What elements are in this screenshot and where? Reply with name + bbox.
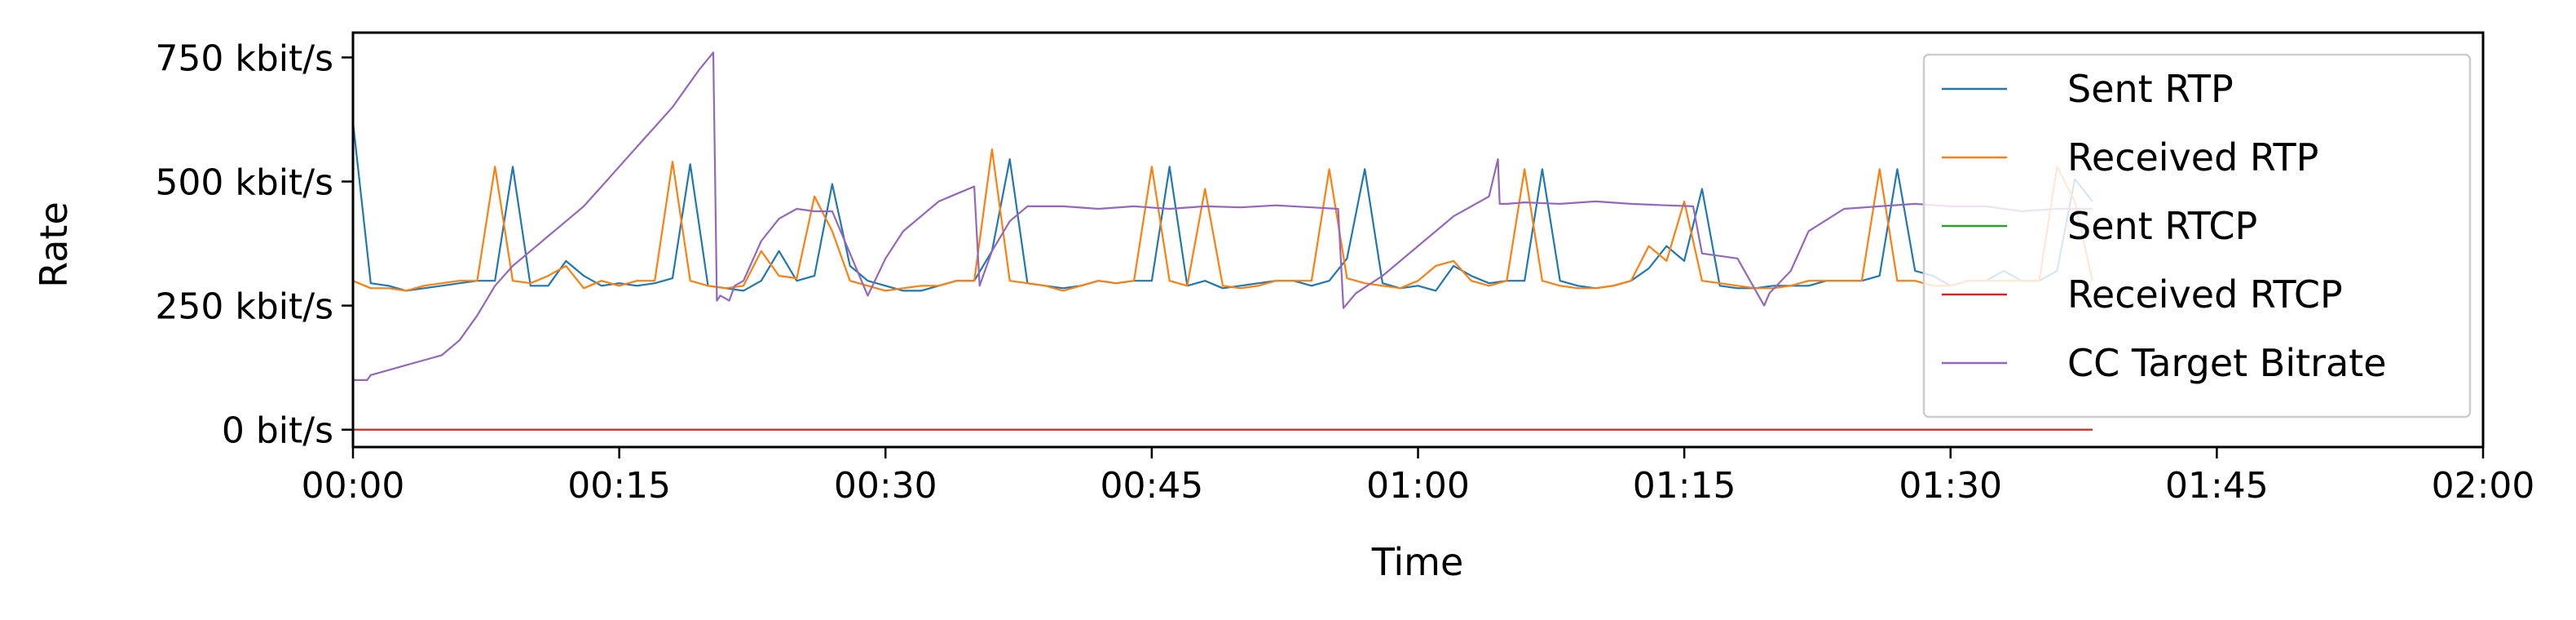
axis-ticks: 00:00 00:15 00:30 00:45 01:00 01:15 01:30 01:45… <box>155 38 2534 507</box>
x-tick-label: 01:00 <box>1366 465 1470 507</box>
x-tick-label: 00:30 <box>834 465 937 507</box>
y-tick-label: 750 kbit/s <box>155 38 333 79</box>
x-tick-label: 02:00 <box>2432 465 2535 507</box>
x-tick-label: 01:30 <box>1899 465 2002 507</box>
legend-label: Sent RTCP <box>2067 204 2257 248</box>
y-tick-label: 250 kbit/s <box>155 286 333 328</box>
legend-box <box>1922 53 2472 418</box>
y-tick-label: 500 kbit/s <box>155 162 333 204</box>
x-tick-label: 01:15 <box>1633 465 1736 507</box>
legend: Sent RTP Received RTP Sent RTCP Received RT… <box>1922 53 2472 418</box>
legend-label: Received RTCP <box>2067 272 2343 317</box>
x-tick-label: 00:15 <box>567 465 671 507</box>
y-tick-label: 0 bit/s <box>222 410 333 452</box>
series-lines <box>351 51 2093 431</box>
series-line-received-rtp <box>352 148 2093 292</box>
legend-label: Received RTP <box>2067 135 2318 179</box>
x-tick-label: 00:00 <box>302 465 405 507</box>
legend-label: CC Target Bitrate <box>2067 341 2387 385</box>
series-line-cc-target-bitrate <box>353 51 2093 381</box>
legend-label: Sent RTP <box>2067 67 2234 111</box>
x-tick-label: 00:45 <box>1100 465 1203 507</box>
series-line-sent-rtp <box>351 122 2093 292</box>
x-tick-label: 01:45 <box>2165 465 2269 507</box>
x-axis-label: Time <box>1371 540 1464 584</box>
y-axis-label: Rate <box>32 202 76 287</box>
